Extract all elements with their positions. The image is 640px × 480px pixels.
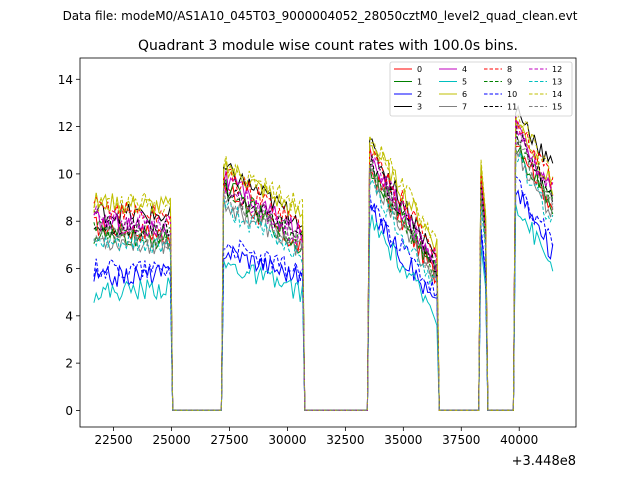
x-tick-label: 27500 bbox=[210, 433, 248, 447]
y-tick-label: 12 bbox=[58, 120, 73, 134]
legend-label-1: 1 bbox=[417, 78, 422, 87]
series-line-15 bbox=[93, 138, 554, 411]
series-layer bbox=[93, 104, 554, 411]
legend-label-8: 8 bbox=[507, 65, 512, 74]
y-tick-label: 10 bbox=[58, 167, 73, 181]
legend-label-12: 12 bbox=[552, 65, 562, 74]
legend-label-4: 4 bbox=[462, 65, 467, 74]
x-tick-label: 30000 bbox=[268, 433, 306, 447]
legend-label-7: 7 bbox=[462, 103, 467, 112]
y-tick-label: 8 bbox=[65, 215, 73, 229]
x-tick-label: 25000 bbox=[152, 433, 190, 447]
x-tick-label: 40000 bbox=[500, 433, 538, 447]
y-tick-label: 2 bbox=[65, 357, 73, 371]
legend-label-13: 13 bbox=[552, 78, 562, 87]
series-line-14 bbox=[93, 113, 554, 411]
x-axis: 22500 25000 27500 30000 32500 35000 37500 40000 bbox=[95, 427, 538, 447]
legend-label-2: 2 bbox=[417, 90, 422, 99]
legend-box bbox=[389, 61, 573, 117]
y-tick-label: 0 bbox=[65, 404, 73, 418]
y-tick-label: 6 bbox=[65, 262, 73, 276]
plot-frame bbox=[79, 57, 577, 428]
legend-label-10: 10 bbox=[507, 90, 517, 99]
x-tick-label: 37500 bbox=[442, 433, 480, 447]
figure-suptitle: Data file: modeM0/AS1A10_045T03_90000040… bbox=[63, 9, 578, 23]
chart-title: Quadrant 3 module wise count rates with … bbox=[138, 38, 518, 54]
x-tick-label: 35000 bbox=[384, 433, 422, 447]
y-tick-label: 14 bbox=[58, 73, 73, 87]
legend-label-6: 6 bbox=[462, 90, 467, 99]
legend-label-15: 15 bbox=[552, 103, 562, 112]
y-tick-label: 4 bbox=[65, 309, 73, 323]
legend-label-9: 9 bbox=[507, 78, 512, 87]
legend-label-11: 11 bbox=[507, 103, 517, 112]
legend-label-5: 5 bbox=[462, 78, 467, 87]
legend-label-3: 3 bbox=[417, 103, 422, 112]
legend-label-0: 0 bbox=[417, 65, 422, 74]
x-tick-label: 22500 bbox=[95, 433, 133, 447]
x-offset-label: +3.448e8 bbox=[512, 454, 576, 469]
legend-label-14: 14 bbox=[552, 90, 562, 99]
x-tick-label: 32500 bbox=[326, 433, 364, 447]
y-axis: 0 2 4 6 8 10 12 14 bbox=[58, 73, 80, 418]
